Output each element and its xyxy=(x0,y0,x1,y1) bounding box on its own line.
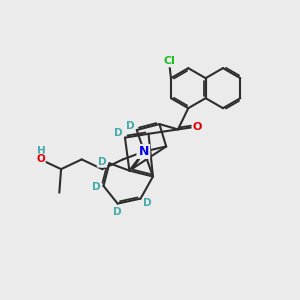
Text: H: H xyxy=(37,146,45,156)
Text: D: D xyxy=(126,122,135,131)
Text: D: D xyxy=(98,157,106,167)
Text: O: O xyxy=(192,122,202,132)
Text: N: N xyxy=(139,145,149,158)
Text: D: D xyxy=(143,198,152,208)
Text: N: N xyxy=(137,145,148,158)
Text: D: D xyxy=(114,128,123,138)
Text: O: O xyxy=(36,154,45,164)
Text: Cl: Cl xyxy=(164,56,175,66)
Text: D: D xyxy=(113,207,121,217)
Text: D: D xyxy=(92,182,100,191)
